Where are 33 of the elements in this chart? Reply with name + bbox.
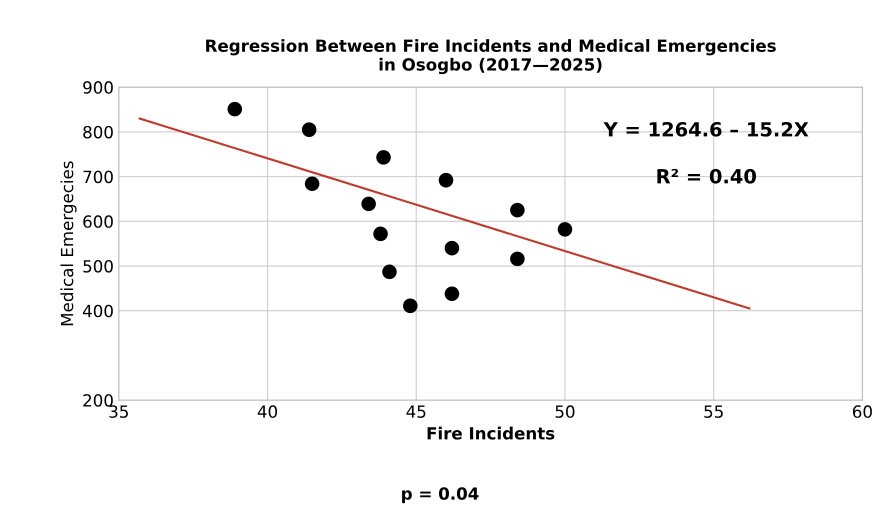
x-tick-label: 40 — [258, 405, 278, 418]
annotation: Y = 1264.6 – 15.2X — [603, 122, 808, 137]
point — [376, 150, 391, 165]
text: p = 0.04 — [402, 487, 479, 504]
x-tick-label: 35 — [109, 405, 128, 418]
y-tick-label: 200 — [83, 394, 113, 407]
point — [302, 122, 316, 137]
point — [558, 222, 572, 237]
y-tick-label: 600 — [83, 215, 113, 228]
y-tick-label: 700 — [83, 170, 113, 184]
x-tick-label: 60 — [852, 405, 872, 418]
x-tick-label: 50 — [556, 405, 574, 418]
y-tick-label: 400 — [82, 304, 113, 318]
y-tick-label: 500 — [83, 260, 113, 273]
point — [403, 298, 418, 314]
point — [444, 240, 460, 256]
point — [510, 202, 525, 218]
point — [382, 264, 397, 280]
x-tick-label: 45 — [406, 406, 426, 418]
point — [304, 176, 320, 192]
point — [228, 102, 242, 116]
point — [438, 172, 454, 188]
y-tick-label: 900 — [83, 81, 113, 94]
point — [361, 196, 376, 212]
point — [510, 252, 525, 266]
chart-title: Regression Between Fire Incidents and Medical Emergencies in Osogbo (2017—2025) — [206, 39, 776, 74]
x-tick-label: 55 — [704, 406, 723, 418]
y-axis-title: Medical Emergecies — [60, 161, 77, 326]
point — [444, 286, 460, 302]
x-axis-title: Fire Incidents — [428, 426, 554, 440]
annotation: R² = 0.40 — [657, 168, 756, 184]
point — [373, 226, 388, 242]
y-tick-label: 800 — [83, 126, 113, 138]
